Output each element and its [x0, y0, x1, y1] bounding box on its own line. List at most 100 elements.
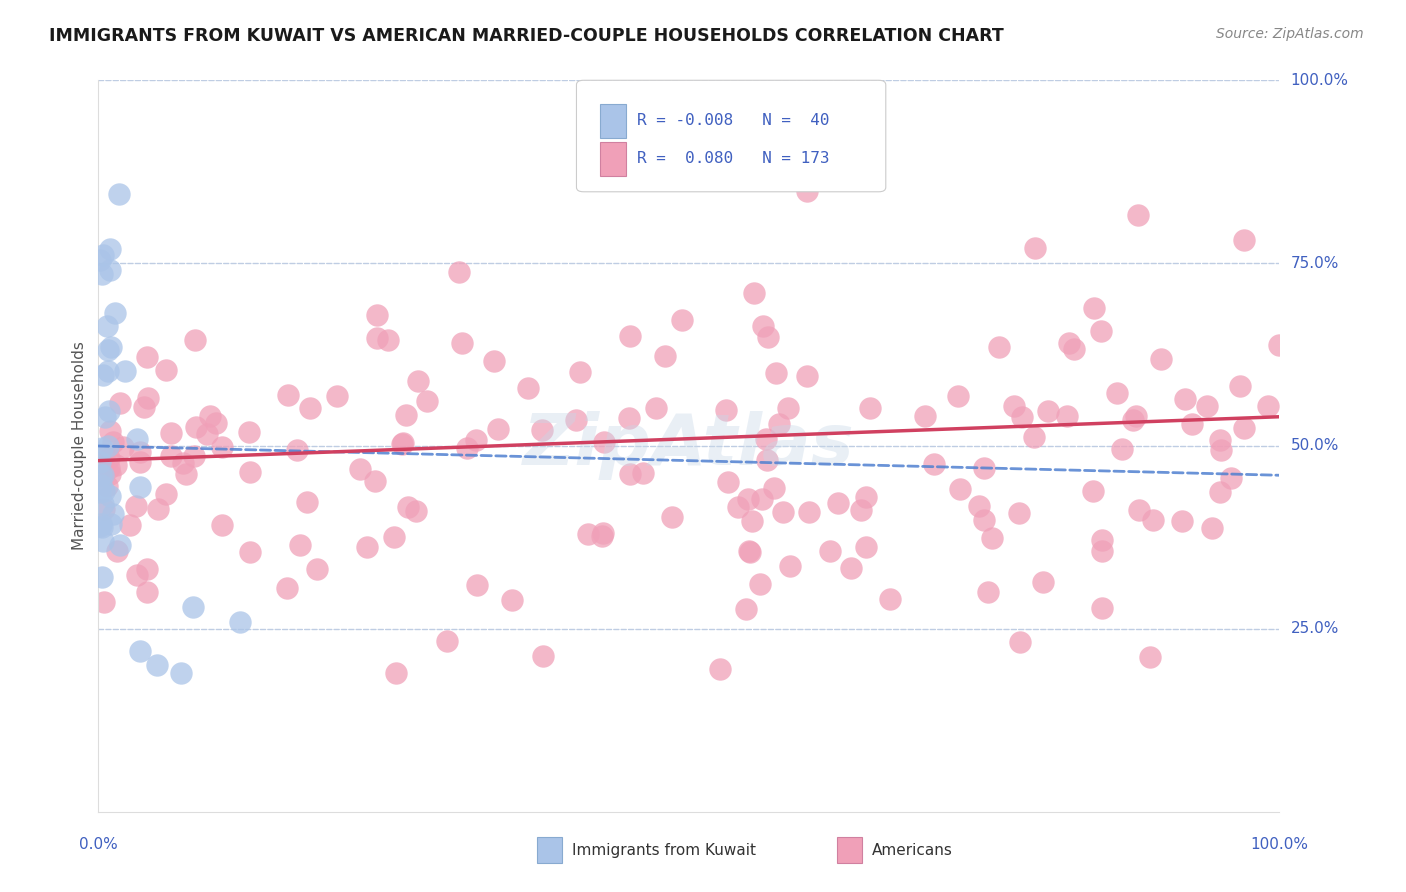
Point: [741, 514, 763, 528]
Point: [749, 576, 772, 591]
Point: [91, 441, 114, 455]
Y-axis label: Married-couple Households: Married-couple Households: [72, 342, 87, 550]
Point: [1219, 471, 1241, 485]
Point: [456, 441, 478, 455]
Point: [1171, 514, 1194, 528]
Point: [174, 467, 197, 482]
Point: [654, 349, 676, 363]
Point: [973, 461, 995, 475]
Point: [89, 455, 111, 469]
Point: [382, 530, 405, 544]
Point: [91, 570, 114, 584]
Point: [136, 350, 159, 364]
Point: [93, 502, 115, 516]
Point: [93, 483, 115, 498]
Point: [1208, 485, 1230, 500]
Point: [516, 380, 538, 394]
Point: [127, 432, 149, 446]
Point: [204, 417, 226, 431]
Point: [90, 467, 112, 482]
Point: [366, 308, 388, 322]
Point: [392, 435, 415, 450]
Point: [396, 500, 419, 514]
Point: [93, 448, 115, 462]
Text: Americans: Americans: [872, 843, 953, 857]
Point: [1111, 442, 1133, 457]
Point: [1150, 351, 1173, 366]
Point: [211, 517, 233, 532]
Point: [91, 368, 114, 382]
Point: [737, 491, 759, 506]
Point: [377, 333, 399, 347]
Text: ZipAtlas: ZipAtlas: [523, 411, 855, 481]
Point: [592, 435, 614, 450]
Point: [765, 366, 787, 380]
Point: [756, 330, 779, 344]
Point: [737, 544, 759, 558]
Text: R = -0.008   N =  40: R = -0.008 N = 40: [637, 113, 830, 128]
Point: [436, 634, 458, 648]
Point: [879, 592, 901, 607]
Point: [125, 567, 148, 582]
Point: [172, 456, 194, 470]
Point: [1032, 575, 1054, 590]
Point: [977, 584, 1000, 599]
Point: [796, 369, 818, 384]
Text: 0.0%: 0.0%: [79, 837, 118, 852]
Point: [93, 595, 115, 609]
Point: [406, 374, 429, 388]
Point: [1139, 649, 1161, 664]
Point: [128, 480, 150, 494]
Text: R =  0.080   N = 173: R = 0.080 N = 173: [637, 151, 830, 166]
Point: [155, 487, 177, 501]
Point: [98, 263, 121, 277]
Point: [1008, 506, 1031, 520]
Point: [89, 485, 111, 500]
Point: [776, 401, 799, 415]
Point: [132, 401, 155, 415]
Point: [349, 462, 371, 476]
Point: [239, 545, 262, 559]
Point: [97, 343, 120, 357]
Point: [100, 340, 122, 354]
Point: [326, 389, 349, 403]
Point: [1209, 443, 1232, 458]
Point: [752, 319, 775, 334]
Point: [108, 396, 131, 410]
Point: [96, 439, 118, 453]
Point: [128, 445, 150, 459]
Point: [450, 335, 472, 350]
Point: [305, 562, 328, 576]
Point: [565, 413, 588, 427]
Point: [727, 500, 749, 514]
Point: [763, 481, 786, 495]
Point: [818, 544, 841, 558]
Point: [135, 562, 157, 576]
Point: [948, 389, 970, 403]
Point: [1126, 208, 1149, 222]
Point: [238, 425, 260, 439]
Point: [395, 409, 418, 423]
Point: [859, 401, 882, 416]
Point: [1091, 544, 1114, 558]
Point: [619, 467, 641, 481]
Point: [184, 420, 207, 434]
Point: [1063, 342, 1085, 356]
Point: [89, 519, 111, 533]
Point: [100, 516, 122, 531]
Point: [980, 531, 1002, 545]
Point: [97, 364, 120, 378]
Point: [391, 437, 413, 451]
Point: [734, 601, 756, 615]
Point: [96, 319, 118, 334]
Point: [1174, 392, 1197, 406]
Point: [100, 425, 122, 439]
Point: [98, 403, 121, 417]
Point: [533, 648, 555, 663]
Point: [211, 440, 233, 454]
Text: 100.0%: 100.0%: [1291, 73, 1348, 87]
Point: [1233, 421, 1256, 435]
Point: [155, 363, 177, 377]
Point: [98, 243, 121, 257]
Point: [967, 499, 990, 513]
